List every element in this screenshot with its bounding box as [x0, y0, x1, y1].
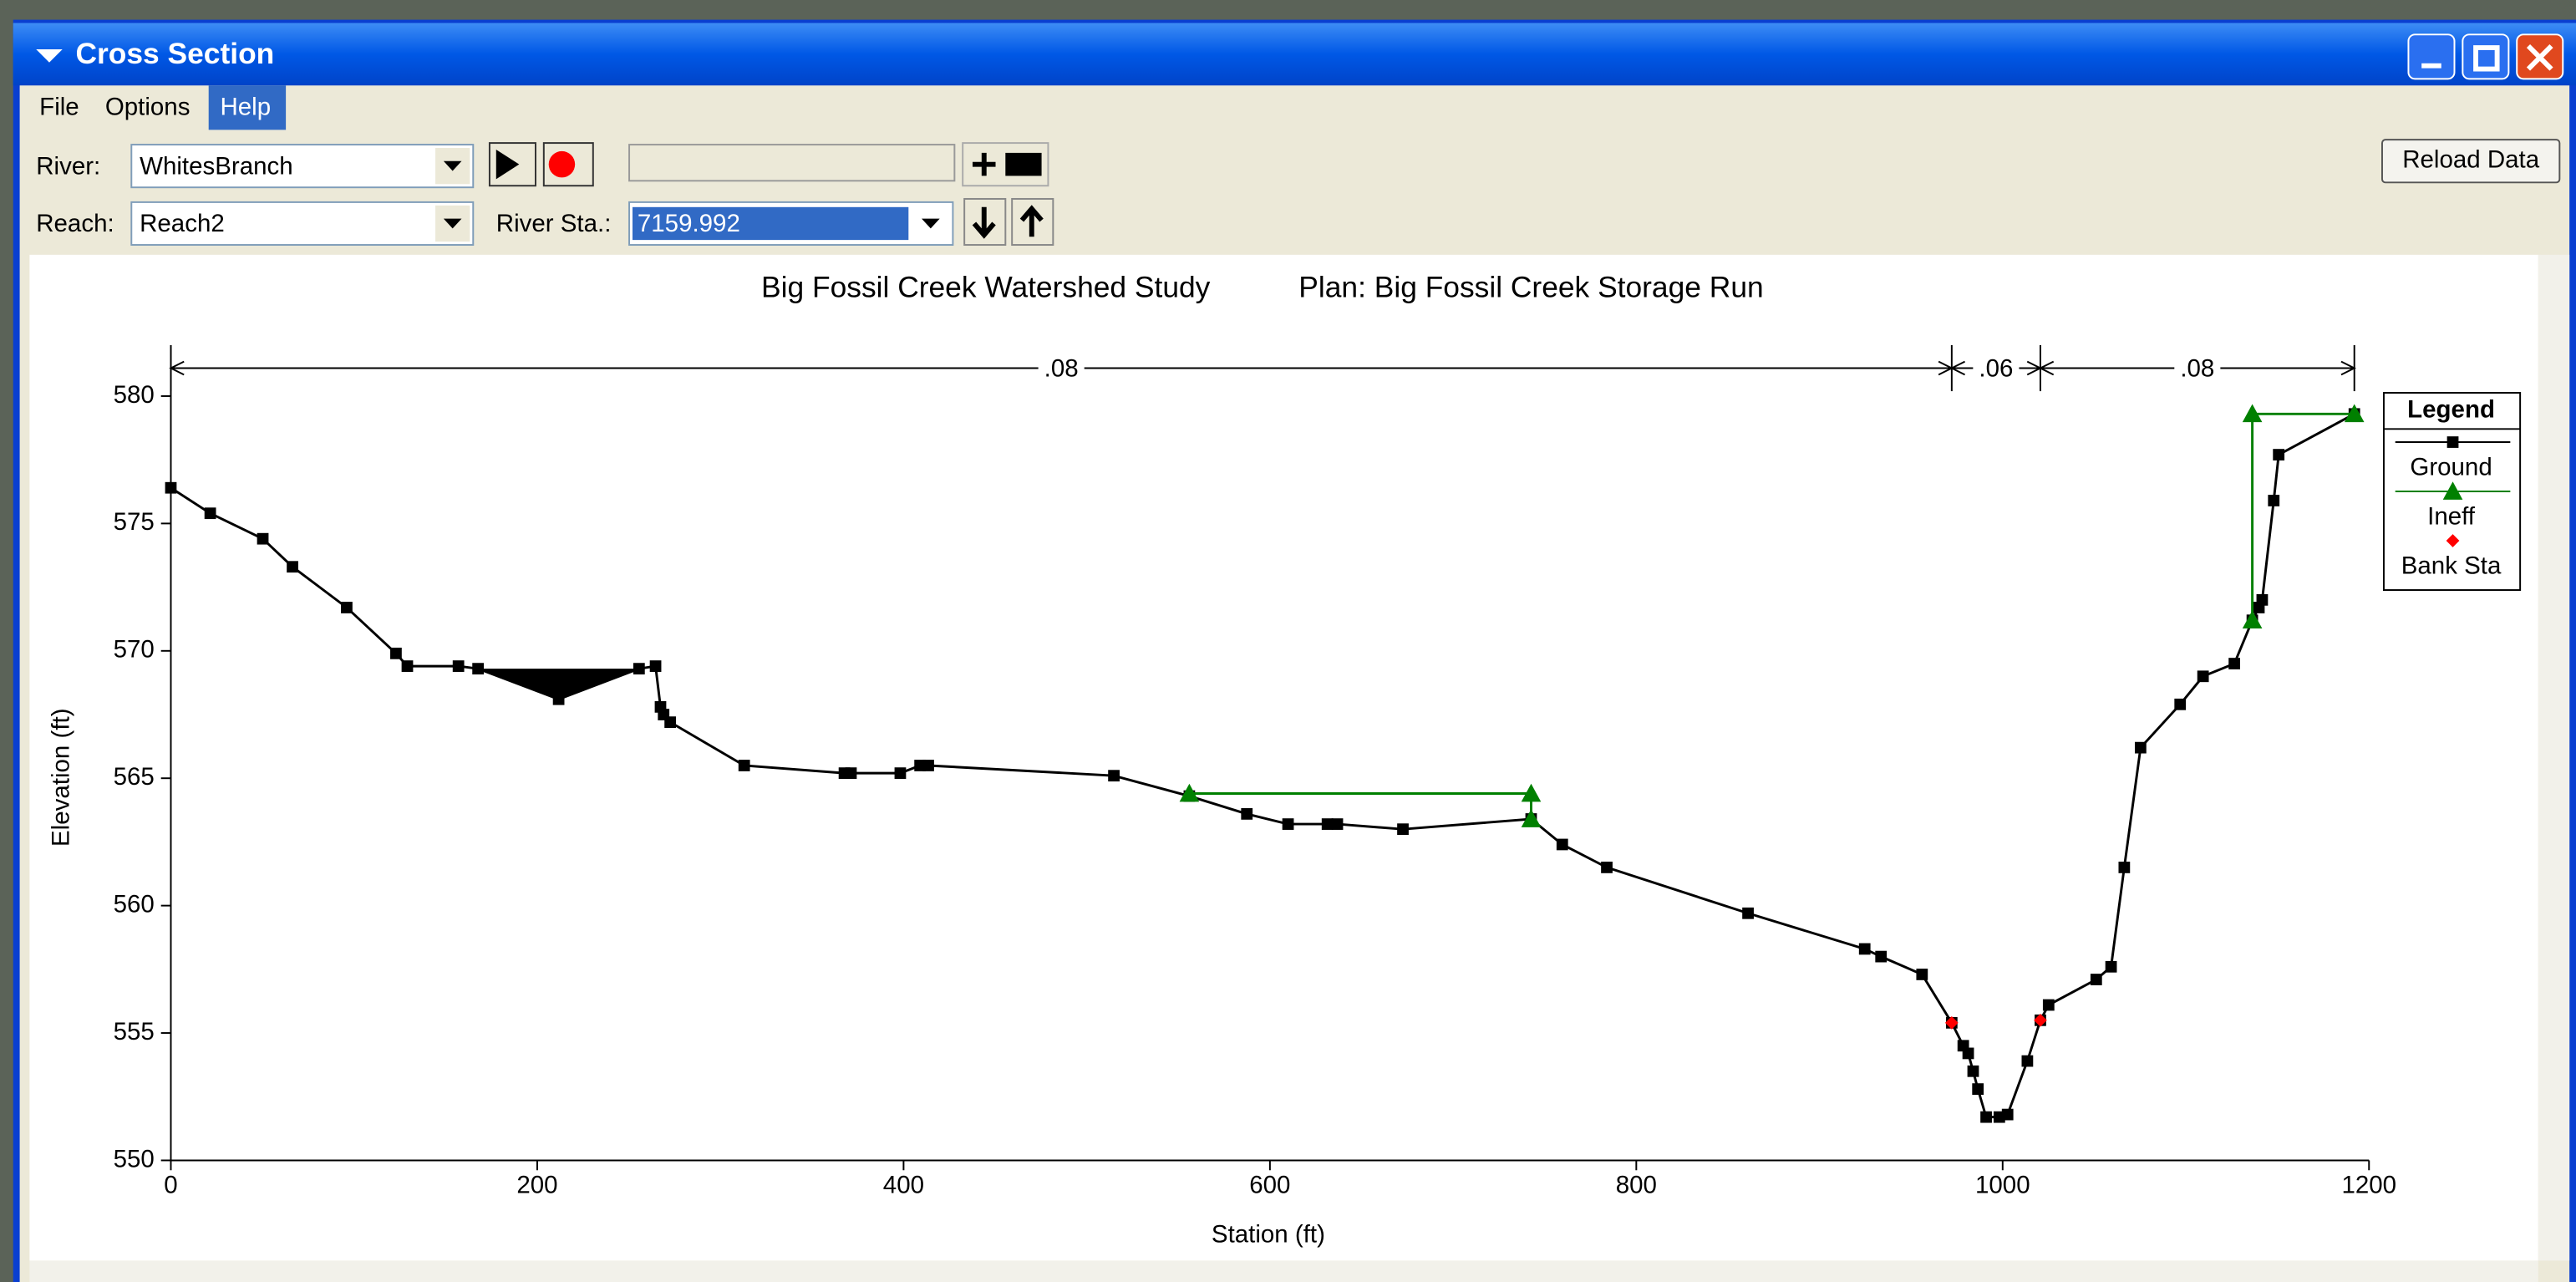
station-value: 7159.992	[638, 210, 740, 237]
marker	[402, 660, 414, 672]
y-tick-label: 550	[114, 1145, 155, 1173]
marker	[1968, 1066, 1979, 1077]
marker	[2273, 449, 2284, 460]
marker	[846, 767, 857, 779]
legend-title: Legend	[2407, 395, 2495, 423]
legend-marker	[2447, 436, 2459, 448]
marker	[2197, 670, 2209, 682]
x-tick-label: 0	[164, 1172, 177, 1199]
x-tick-label: 400	[883, 1172, 924, 1199]
mannings-label: .06	[1979, 354, 2013, 382]
mannings-label: .08	[1044, 354, 1079, 382]
y-tick-label: 555	[114, 1018, 155, 1045]
marker	[2135, 742, 2147, 754]
progress-box	[629, 145, 954, 181]
marker	[287, 561, 298, 572]
marker	[1972, 1083, 1984, 1095]
y-tick-label: 580	[114, 381, 155, 409]
marker	[2002, 1109, 2014, 1121]
marker	[1241, 808, 1252, 820]
marker	[553, 694, 565, 705]
marker	[2043, 1000, 2055, 1011]
x-tick-label: 200	[516, 1172, 557, 1199]
river-value: WhitesBranch	[140, 152, 293, 180]
vertical-scrollbar[interactable]	[2538, 255, 2569, 1261]
x-tick-label: 800	[1616, 1172, 1657, 1199]
horizontal-scrollbar[interactable]	[29, 1260, 2538, 1282]
screen: Cross Section File Options Help River: W…	[0, 0, 2576, 1282]
y-tick-label: 570	[114, 636, 155, 664]
marker	[472, 663, 484, 674]
marker	[1875, 951, 1887, 963]
reload-label: Reload Data	[2402, 146, 2539, 174]
marker	[1283, 818, 1294, 830]
marker	[1859, 944, 1871, 955]
menu-item[interactable]: Help	[220, 94, 271, 121]
marker	[165, 482, 177, 494]
marker	[2268, 495, 2279, 506]
marker	[390, 648, 402, 659]
reach-label: Reach:	[36, 210, 114, 237]
minimize-button[interactable]	[2408, 34, 2454, 79]
marker	[633, 663, 645, 674]
chart-title: Big Fossil Creek Watershed Study	[761, 271, 1211, 303]
x-tick-label: 1000	[1975, 1172, 2030, 1199]
chart-subtitle: Plan: Big Fossil Creek Storage Run	[1298, 271, 1763, 303]
mannings-label: .08	[2180, 354, 2214, 382]
x-axis-label: Station (ft)	[1212, 1221, 1325, 1249]
marker	[1963, 1048, 1974, 1060]
marker	[1557, 839, 1568, 851]
marker	[1916, 969, 1928, 980]
marker	[205, 507, 216, 519]
marker	[739, 760, 750, 771]
page: Cross Section File Options Help River: W…	[0, 0, 2576, 1282]
marker	[2091, 974, 2102, 985]
y-tick-label: 565	[114, 763, 155, 791]
marker	[257, 533, 269, 545]
plot-panel	[29, 255, 2538, 1261]
marker	[895, 767, 907, 779]
marker	[341, 602, 353, 613]
legend-label: Bank Sta	[2401, 552, 2502, 579]
x-tick-label: 1200	[2341, 1172, 2396, 1199]
marker	[453, 660, 465, 672]
station-label: River Sta.:	[496, 210, 612, 237]
y-axis-label: Elevation (ft)	[48, 708, 75, 847]
marker	[2228, 658, 2240, 669]
marker	[664, 716, 676, 728]
record-icon	[549, 151, 575, 177]
marker	[1322, 818, 1334, 830]
title-bar	[13, 23, 2576, 86]
marker	[650, 660, 662, 672]
y-tick-label: 560	[114, 890, 155, 918]
marker	[1601, 862, 1613, 873]
maximize-button[interactable]	[2462, 34, 2508, 79]
marker	[1332, 818, 1344, 830]
marker	[2257, 594, 2269, 606]
marker	[1397, 823, 1409, 835]
marker	[1108, 770, 1120, 781]
marker	[2022, 1056, 2034, 1067]
marker	[922, 760, 934, 771]
menu-item[interactable]: File	[39, 94, 79, 121]
reach-value: Reach2	[140, 210, 225, 237]
x-tick-label: 600	[1249, 1172, 1290, 1199]
marker	[1742, 908, 1754, 919]
marker	[1980, 1112, 1992, 1123]
camera-icon	[1005, 153, 1041, 176]
marker	[2174, 699, 2186, 710]
y-tick-label: 575	[114, 508, 155, 536]
marker	[2106, 961, 2117, 973]
legend-label: Ground	[2410, 453, 2492, 481]
river-label: River:	[36, 152, 100, 180]
legend-label: Ineff	[2427, 502, 2476, 530]
marker	[2118, 862, 2130, 873]
menu-item[interactable]: Options	[105, 94, 191, 121]
window-title: Cross Section	[75, 38, 274, 70]
